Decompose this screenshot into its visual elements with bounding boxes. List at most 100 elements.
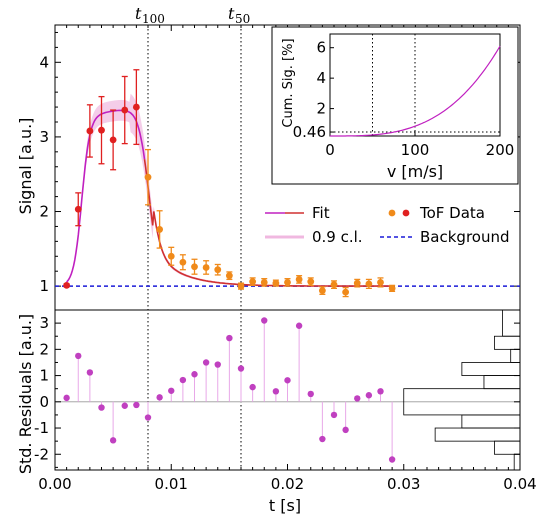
residuals-y-tick-label: 2 [39, 340, 49, 358]
residual-point [307, 390, 314, 398]
marker-label-sub-t100: 100 [142, 12, 165, 26]
residual-point [284, 377, 291, 384]
residual-point [261, 317, 268, 324]
residual-point [86, 369, 94, 376]
signal-y-tick-label: 1 [39, 277, 49, 295]
residuals-x-tick-label: 0.00 [38, 475, 71, 493]
tof-red-point [121, 106, 129, 114]
residual-point [202, 359, 210, 366]
residuals-histogram-bin [434, 427, 521, 442]
tof-orange-point [284, 278, 291, 286]
legend-fit-label: Fit [312, 204, 330, 222]
tof-orange-point [237, 282, 245, 290]
inset-y-tick-label: 4 [316, 69, 326, 87]
residual-point [168, 387, 175, 394]
inset-y-tick-label: 6 [316, 39, 326, 57]
tof-orange-point [377, 278, 384, 286]
residual-point [365, 392, 373, 399]
residual-point [377, 388, 384, 395]
tof-orange-point [307, 278, 315, 286]
signal-y-tick-label: 4 [39, 53, 49, 71]
tof-orange-point [249, 278, 257, 286]
residual-point [319, 435, 326, 443]
tof-orange-point [191, 263, 198, 271]
residuals-x-tick-label: 0.04 [503, 475, 536, 493]
tof-red-point [86, 127, 94, 135]
signal-y-tick-label: 2 [39, 203, 49, 221]
tof-orange-point [202, 264, 210, 271]
residuals-y-axis-label: Std. Residuals [a.u.] [16, 314, 35, 474]
tof-red-point [74, 205, 82, 213]
residual-point [295, 322, 303, 329]
tof-orange-point [144, 173, 152, 181]
residuals-histogram-bin [494, 440, 521, 455]
inset-x-tick-label: 200 [486, 141, 515, 159]
tof-red-point [98, 126, 105, 134]
residual-point [179, 376, 187, 384]
inset-y-axis-label: Cum. Sig. [%] [281, 38, 296, 127]
tof-red-point [63, 281, 71, 289]
residuals-panel: -2 -1 0 1 2 3 0.00 0.01 0.02 0.03 0.04 [34, 309, 537, 493]
residuals-y-tick-label: 0 [39, 393, 49, 411]
residuals-y-tick-label: 3 [39, 314, 49, 332]
inset-y-tick-label: 2 [316, 100, 326, 118]
tof-orange-point [388, 284, 396, 292]
tof-orange-point [156, 226, 164, 233]
residuals-x-tick-label: 0.03 [387, 475, 420, 493]
residual-point [249, 383, 256, 391]
tof-orange-point [167, 252, 175, 260]
residual-point [191, 371, 198, 378]
residual-point [272, 388, 280, 395]
legend-tof-swatch-orange [388, 209, 396, 217]
tof-orange-point [318, 287, 326, 295]
residuals-histogram-bin [513, 453, 521, 471]
fit-curve-decay [143, 159, 394, 287]
inset-y-tick-label: 0.46 [293, 123, 326, 141]
residuals-x-tick-label: 0.01 [155, 475, 188, 493]
tof-orange-point [330, 281, 338, 289]
residual-point [144, 414, 152, 421]
residual-point [237, 365, 245, 372]
marker-label-t50: t [228, 4, 235, 23]
time-x-axis-label: t [s] [269, 496, 301, 515]
residuals-y-tick-label: 1 [39, 367, 49, 385]
residual-point [354, 395, 361, 402]
legend-tof-label: ToF Data [419, 204, 485, 222]
residual-point [330, 411, 338, 419]
tof-orange-point [214, 266, 222, 274]
residuals-histogram-bin [461, 362, 521, 376]
marker-label-sub-t50: 50 [235, 12, 250, 26]
residual-point [75, 352, 82, 360]
residual-point [109, 437, 117, 444]
legend-ci-label: 0.9 c.l. [312, 228, 363, 246]
residual-point [214, 361, 221, 368]
residual-point [156, 394, 163, 401]
residual-point [121, 402, 128, 409]
inset-background [271, 26, 519, 185]
residuals-histogram-bin [510, 348, 521, 363]
residual-point [342, 426, 349, 434]
inset-curve [330, 45, 501, 137]
residuals-histogram-bin [494, 335, 521, 350]
residuals-y-tick-label: -1 [34, 419, 49, 437]
inset-x-tick-label: 100 [401, 141, 430, 159]
tof-orange-point [295, 276, 303, 283]
residual-point [133, 401, 140, 409]
tof-orange-point [353, 279, 361, 287]
signal-y-axis-label: Signal [a.u.] [16, 118, 35, 215]
tof-orange-point [179, 258, 187, 266]
legend-tof-swatch-red [402, 209, 410, 217]
tof-red-point [109, 136, 117, 144]
tof-orange-point [260, 278, 268, 286]
tof-orange-point [365, 280, 373, 288]
residual-point [388, 456, 396, 463]
cumulative-inset: 0 100 200 0.46 2 4 6 [271, 26, 519, 185]
residual-point [98, 404, 105, 411]
velocity-x-axis-label: v [m/s] [387, 162, 443, 181]
residuals-histogram-bin [483, 375, 521, 390]
confidence-band [66, 93, 394, 287]
residuals-histogram-bin [461, 414, 521, 429]
fit-curve-rise [66, 109, 146, 283]
